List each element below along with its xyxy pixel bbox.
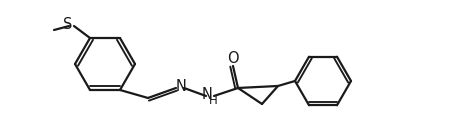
Text: H: H xyxy=(209,94,218,107)
Text: S: S xyxy=(63,17,73,31)
Text: N: N xyxy=(176,80,187,94)
Text: O: O xyxy=(227,51,239,66)
Text: N: N xyxy=(201,88,213,102)
